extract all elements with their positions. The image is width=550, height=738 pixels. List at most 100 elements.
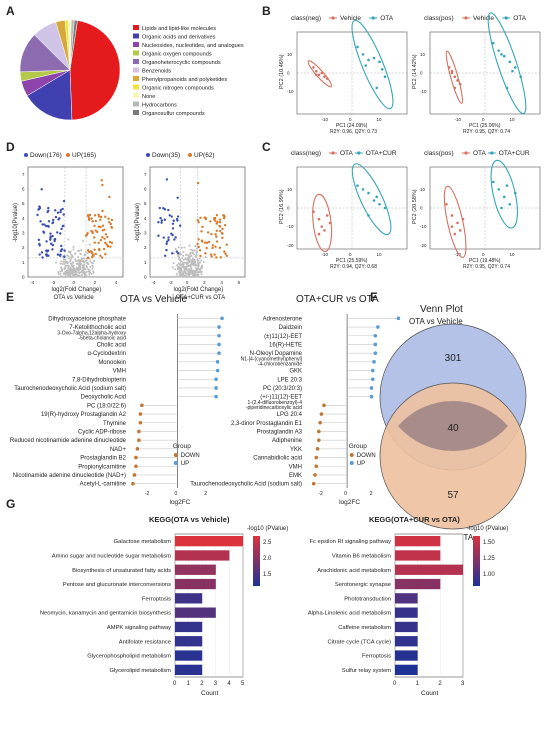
volcano-point-ns xyxy=(171,266,174,269)
lollipop-category-label: -5beta-cholanoic acid xyxy=(78,335,126,341)
pca-legend-label: OTA+CUR xyxy=(499,150,530,157)
volcano-point-down xyxy=(45,224,48,228)
kegg-category-label: Phototransduction xyxy=(344,596,391,602)
volcano-point-ns xyxy=(77,267,80,270)
volcano-point-up xyxy=(218,221,222,224)
kegg-bar xyxy=(395,578,441,590)
kegg-category-label: Amino sugar and nucleotide sugar metabol… xyxy=(52,553,171,559)
volcano-point-up xyxy=(102,247,106,251)
volcano-x-label: log2(Fold Change) xyxy=(52,287,102,293)
volcano-point-up xyxy=(210,255,213,258)
kegg-x-tick: 1 xyxy=(187,681,191,687)
pca-point xyxy=(325,77,329,80)
lollipop-category-label: Adrenosterone xyxy=(263,316,303,322)
pca-point xyxy=(312,66,315,69)
volcano-point-ns xyxy=(74,275,77,278)
volcano-point-up xyxy=(196,218,199,222)
volcano-point-ns xyxy=(75,268,78,271)
volcano-point-up xyxy=(91,253,95,257)
volcano-y-tick: 4 xyxy=(22,216,25,221)
volcano-point-up xyxy=(104,241,107,244)
volcano-point-down xyxy=(176,196,179,199)
lollipop-legend-dot xyxy=(173,453,178,457)
pca-x-tick: 0 xyxy=(482,252,485,257)
pca-y-label: PC2 (16.99%) xyxy=(279,189,285,224)
kegg-bar xyxy=(175,593,203,604)
lollipop-category-label: NAD+ xyxy=(110,447,127,453)
kegg-x-tick: 2 xyxy=(200,681,204,687)
volcano-point-ns xyxy=(69,273,72,276)
volcano-point-ns xyxy=(83,263,86,266)
volcano-point-ns xyxy=(69,260,72,263)
volcano-point-ns xyxy=(200,273,203,276)
volcano-point-up xyxy=(108,195,111,199)
volcano-point-ns xyxy=(63,263,66,266)
pca-legend-label: OTA xyxy=(473,150,487,157)
pca-y-tick: -10 xyxy=(420,89,427,94)
volcano-point-ns xyxy=(69,251,72,254)
volcano-y-tick: 7 xyxy=(144,172,147,177)
panel-label-e: E xyxy=(6,290,15,304)
volcano-point-ns xyxy=(67,267,70,270)
volcano-point-up xyxy=(218,224,221,228)
volcano-point-down xyxy=(60,227,63,231)
kegg-x-label: Count xyxy=(421,690,439,697)
volcano-point-up xyxy=(86,256,90,260)
pca-legend-dot xyxy=(331,16,335,20)
kegg-x-tick: 3 xyxy=(461,681,465,687)
volcano-point-ns xyxy=(196,273,199,276)
volcano-point-ns xyxy=(191,270,194,273)
lollipop-dot xyxy=(137,438,141,442)
volcano-point-up xyxy=(100,256,104,259)
volcano-point-ns xyxy=(75,260,78,263)
pie-legend-label: Phenylpropanoids and polyketides xyxy=(142,77,227,83)
volcano-x-tick: -4 xyxy=(30,280,34,285)
pca-ellipse xyxy=(312,193,333,253)
pca-y-tick: 0 xyxy=(420,206,423,211)
volcano-point-up xyxy=(197,238,200,241)
volcano-point-down xyxy=(162,236,165,239)
volcano-point-ns xyxy=(188,255,191,258)
volcano-point-up xyxy=(101,183,104,187)
pca-point xyxy=(323,75,326,79)
panel-label-b: B xyxy=(262,4,271,18)
kegg-category-label: Galactose metabolism xyxy=(114,539,172,545)
volcano-point-down xyxy=(51,221,55,224)
volcano-point-up xyxy=(215,235,218,238)
volcano-point-ns xyxy=(62,261,65,264)
pca-stats: R2Y: 0.95, Q2Y: 0.74 xyxy=(463,264,510,270)
volcano-point-ns xyxy=(74,252,77,255)
volcano-point-ns xyxy=(72,245,75,248)
volcano-point-up xyxy=(101,224,105,227)
volcano-point-ns xyxy=(89,265,92,268)
lollipop-dot xyxy=(372,360,376,364)
volcano-point-down xyxy=(51,243,55,247)
volcano-point-down xyxy=(165,240,169,243)
volcano-point-up xyxy=(93,224,96,228)
pca-point xyxy=(375,195,379,199)
lollipop-category-label: Monoolein xyxy=(98,360,126,366)
volcano-point-up xyxy=(104,233,108,236)
volcano-point-up xyxy=(107,220,111,224)
volcano-point-ns xyxy=(73,270,76,273)
volcano-point-up xyxy=(104,215,107,218)
volcano-point-ns xyxy=(187,258,190,261)
volcano-x-tick: -4 xyxy=(151,280,155,285)
kegg-x-tick: 1 xyxy=(416,681,420,687)
volcano-point-ns xyxy=(180,246,183,249)
kegg-legend-tick: 1.5 xyxy=(263,572,272,578)
kegg-title: KEGG(OTA vs Vehicle) xyxy=(149,515,230,524)
volcano-point-ns xyxy=(176,265,179,268)
volcano-point-ns xyxy=(192,253,195,256)
volcano-point-up xyxy=(99,225,102,229)
volcano-point-up xyxy=(90,251,94,255)
pca-y-tick: -10 xyxy=(287,89,294,94)
pie-legend-label: Lipids and lipid-like molecules xyxy=(142,26,216,32)
volcano-point-up xyxy=(207,240,211,244)
volcano-point-ns xyxy=(60,270,63,273)
volcano-y-tick: 5 xyxy=(144,201,147,206)
volcano-point-up xyxy=(220,231,224,235)
pca-legend-label: OTA xyxy=(513,15,527,22)
pca-title: class(neg) xyxy=(291,15,321,22)
volcano-point-down xyxy=(61,207,64,211)
